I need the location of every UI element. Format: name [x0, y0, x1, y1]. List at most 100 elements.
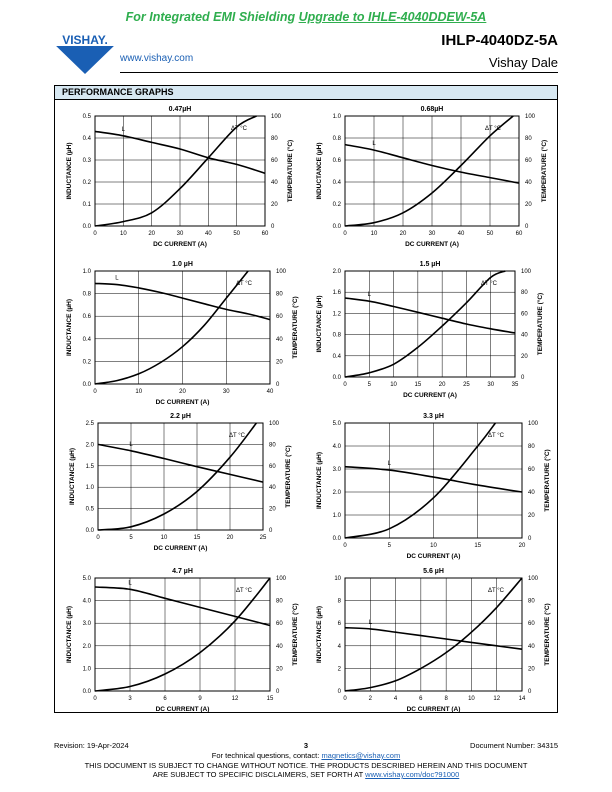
website-link[interactable]: www.vishay.com	[120, 53, 194, 64]
x-tick-label: 20	[400, 231, 407, 237]
x-tick-label: 10	[390, 382, 397, 388]
x-axis-label: DC CURRENT (A)	[405, 241, 459, 248]
y2-tick-label: 100	[528, 576, 539, 582]
y2-tick-label: 20	[521, 354, 528, 360]
y-tick-label: 0	[338, 689, 342, 695]
inductance-curve	[344, 626, 523, 650]
plot-frame	[97, 422, 264, 531]
chart-title: 2.2 µH	[170, 413, 191, 420]
y-axis-label: INDUCTANCE (µH)	[66, 142, 73, 199]
disclaimer-line-2: ARE SUBJECT TO SPECIFIC DISCLAIMERS, SET…	[0, 770, 612, 779]
x-tick-label: 30	[223, 389, 230, 395]
y2-axis-label: TEMPERATURE (°C)	[284, 445, 292, 507]
x-tick-label: 9	[198, 696, 202, 702]
x-tick-label: 35	[512, 382, 519, 388]
header-divider	[120, 72, 558, 73]
y-tick-label: 0.2	[83, 359, 92, 365]
y-tick-label: 0.5	[83, 114, 92, 120]
x-axis-label: DC CURRENT (A)	[407, 553, 461, 560]
x-tick-label: 40	[267, 389, 274, 395]
y2-tick-label: 60	[276, 314, 283, 320]
y-tick-label: 1.0	[83, 666, 92, 672]
x-tick-label: 6	[419, 696, 423, 702]
y-tick-label: 1.0	[333, 114, 342, 120]
temperature-curve-label: ΔT °C	[488, 588, 505, 594]
y-tick-label: 0.1	[83, 202, 92, 208]
x-tick-label: 5	[368, 382, 372, 388]
x-tick-label: 15	[194, 535, 201, 541]
disclaimer-line-1: THIS DOCUMENT IS SUBJECT TO CHANGE WITHO…	[84, 761, 528, 770]
y2-tick-label: 60	[276, 621, 283, 627]
y2-tick-label: 20	[525, 202, 532, 208]
y2-tick-label: 0	[276, 689, 280, 695]
y-tick-label: 5.0	[83, 576, 92, 582]
y2-axis-label: TEMPERATURE (°C)	[286, 140, 294, 202]
y-tick-label: 0.0	[83, 382, 92, 388]
inductance-curve	[94, 282, 271, 321]
y-tick-label: 2.0	[333, 490, 342, 496]
chart-title: 0.47µH	[169, 106, 192, 113]
x-axis-label: DC CURRENT (A)	[156, 399, 210, 406]
company-name: Vishay Dale	[488, 55, 558, 70]
y2-tick-label: 80	[269, 442, 276, 448]
inductance-curve-label: L	[369, 620, 373, 626]
inductance-curve	[344, 143, 520, 184]
y2-tick-label: 20	[269, 507, 276, 513]
y-tick-label: 2.0	[83, 644, 92, 650]
y-tick-label: 4.0	[333, 444, 342, 450]
y-tick-label: 4	[338, 644, 342, 650]
y2-axis-label: TEMPERATURE (°C)	[291, 603, 299, 665]
performance-panel	[54, 85, 558, 713]
x-tick-label: 15	[474, 543, 481, 549]
inductance-curve	[344, 297, 516, 334]
x-tick-label: 14	[519, 696, 526, 702]
x-tick-label: 50	[487, 231, 494, 237]
x-tick-label: 5	[129, 535, 133, 541]
x-tick-label: 40	[458, 231, 465, 237]
y-tick-label: 0.0	[333, 536, 342, 542]
y2-tick-label: 20	[276, 666, 283, 672]
part-number: IHLP-4040DZ-5A	[441, 32, 558, 49]
temperature-curve	[97, 422, 258, 531]
y-tick-label: 2.0	[86, 442, 95, 448]
temperature-curve	[94, 270, 249, 385]
y2-tick-label: 40	[528, 644, 535, 650]
banner-upgrade-link[interactable]: Upgrade to IHLE-4040DDEW-5A	[298, 10, 487, 24]
x-axis-label: DC CURRENT (A)	[403, 392, 457, 399]
y2-tick-label: 0	[271, 224, 275, 230]
inductance-curve-label: L	[129, 442, 133, 448]
temperature-curve	[344, 422, 497, 539]
x-tick-label: 10	[135, 389, 142, 395]
y2-tick-label: 80	[276, 599, 283, 605]
x-tick-label: 0	[93, 696, 97, 702]
y-tick-label: 0.8	[333, 333, 342, 339]
x-tick-label: 0	[93, 231, 97, 237]
x-axis-label: DC CURRENT (A)	[153, 241, 207, 248]
y2-axis-label: TEMPERATURE (°C)	[536, 293, 544, 355]
plot-frame	[94, 115, 266, 227]
x-tick-label: 12	[232, 696, 239, 702]
y-axis-label: INDUCTANCE (µH)	[316, 295, 323, 352]
contact-email-link[interactable]: magnetics@vishay.com	[321, 751, 401, 760]
y-tick-label: 2.0	[333, 269, 342, 275]
y2-tick-label: 0	[269, 528, 273, 534]
y-tick-label: 0.6	[333, 158, 342, 164]
x-tick-label: 10	[120, 231, 127, 237]
disclaimer-link[interactable]: www.vishay.com/doc?91000	[365, 770, 460, 779]
y2-tick-label: 100	[525, 114, 536, 120]
y2-tick-label: 40	[525, 180, 532, 186]
y-tick-label: 0.4	[83, 136, 92, 142]
y-axis-label: INDUCTANCE (µH)	[316, 452, 323, 509]
x-tick-label: 20	[227, 535, 234, 541]
y2-tick-label: 0	[525, 224, 529, 230]
y2-axis-label: TEMPERATURE (°C)	[543, 449, 551, 511]
y-tick-label: 0.3	[83, 158, 92, 164]
x-tick-label: 5	[388, 543, 392, 549]
x-tick-label: 0	[343, 231, 347, 237]
chart-6: 3.3 µH0 5 10 15 200.01.02.03.04.05.002040608…	[316, 413, 551, 560]
y2-tick-label: 40	[528, 490, 535, 496]
y2-axis-label: TEMPERATURE (°C)	[540, 140, 548, 202]
y-tick-label: 2	[338, 666, 342, 672]
chart-title: 3.3 µH	[423, 413, 444, 420]
y2-tick-label: 60	[521, 311, 528, 317]
